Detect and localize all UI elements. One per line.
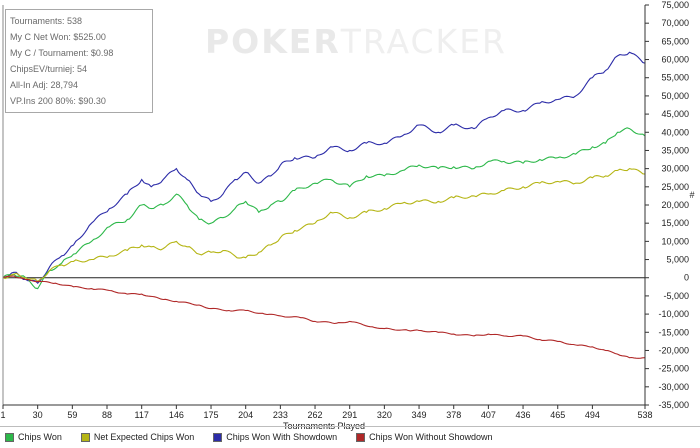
legend-label: Chips Won Without Showdown	[369, 432, 493, 442]
stat-vp-ins: VP.Ins 200 80%: $90.30	[10, 96, 106, 106]
pokertracker-watermark: POKERTRACKER	[205, 22, 507, 61]
legend-swatch	[80, 432, 90, 442]
x-tick-label: 204	[238, 410, 253, 420]
y-tick-label: 10,000	[661, 236, 689, 246]
stat-chips-ev: ChipsEV/turniej: 54	[10, 64, 88, 74]
x-tick-label: 378	[446, 410, 461, 420]
x-tick-label: 291	[342, 410, 357, 420]
y-tick-label: 65,000	[661, 36, 689, 46]
x-tick-label: 88	[102, 410, 112, 420]
y-tick-label: 45,000	[661, 109, 689, 119]
series-line	[2, 275, 646, 359]
y-tick-label: 20,000	[661, 200, 689, 210]
x-tick-label: 175	[204, 410, 219, 420]
y-tick-label: -15,000	[658, 327, 689, 337]
x-tick-label: 320	[377, 410, 392, 420]
x-tick-label: 494	[585, 410, 600, 420]
x-tick-label: 262	[308, 410, 323, 420]
y-tick-label: 75,000	[661, 0, 689, 10]
x-tick-label: 30	[33, 410, 43, 420]
x-tick-label: 59	[67, 410, 77, 420]
legend-item-without-showdown[interactable]: Chips Won Without Showdown	[356, 432, 493, 442]
stat-all-in-adj: All-In Adj: 28,794	[10, 80, 79, 90]
legend-swatch	[356, 432, 366, 442]
y-tick-label: 5,000	[666, 255, 689, 265]
stat-per-tournament: My C / Tournament: $0.98	[10, 48, 114, 58]
legend-item-chips-won[interactable]: Chips Won	[5, 432, 62, 442]
series-line	[2, 127, 646, 290]
x-tick-label: 146	[169, 410, 184, 420]
legend-swatch	[213, 432, 223, 442]
legend-item-net-expected[interactable]: Net Expected Chips Won	[80, 432, 195, 442]
y-axis-title: #	[689, 190, 694, 200]
y-tick-label: 35,000	[661, 145, 689, 155]
x-tick-label: 233	[273, 410, 288, 420]
y-tick-label: 25,000	[661, 182, 689, 192]
stat-tournaments: Tournaments: 538	[10, 16, 83, 26]
y-tick-label: 15,000	[661, 218, 689, 228]
y-tick-label: 55,000	[661, 73, 689, 83]
chart-legend: Chips Won Net Expected Chips Won Chips W…	[0, 426, 700, 447]
x-tick-label: 538	[637, 410, 652, 420]
series-line	[2, 167, 646, 283]
legend-label: Chips Won	[18, 432, 62, 442]
y-tick-label: 30,000	[661, 164, 689, 174]
y-tick-label: 50,000	[661, 91, 689, 101]
x-tick-label: 1	[0, 410, 5, 420]
legend-label: Net Expected Chips Won	[93, 432, 195, 442]
y-tick-label: -25,000	[658, 364, 689, 374]
legend-item-with-showdown[interactable]: Chips Won With Showdown	[213, 432, 337, 442]
y-tick-label: -35,000	[658, 400, 689, 410]
stat-net-won: My C Net Won: $525.00	[10, 32, 106, 42]
x-tick-label: 465	[550, 410, 565, 420]
legend-label: Chips Won With Showdown	[226, 432, 338, 442]
y-tick-label: 60,000	[661, 55, 689, 65]
x-tick-label: 436	[516, 410, 531, 420]
y-tick-label: -5,000	[663, 291, 689, 301]
x-tick-label: 349	[412, 410, 427, 420]
stats-box: Tournaments: 538 My C Net Won: $525.00 M…	[5, 9, 153, 113]
series-line	[2, 51, 646, 284]
y-tick-label: -30,000	[658, 382, 689, 392]
y-tick-label: -10,000	[658, 309, 689, 319]
legend-swatch	[5, 432, 14, 442]
x-tick-label: 117	[135, 410, 149, 420]
y-tick-label: 40,000	[661, 127, 689, 137]
y-tick-label: -20,000	[658, 345, 689, 355]
y-tick-label: 0	[684, 273, 689, 283]
y-tick-label: 70,000	[661, 18, 689, 28]
x-tick-label: 407	[481, 410, 496, 420]
